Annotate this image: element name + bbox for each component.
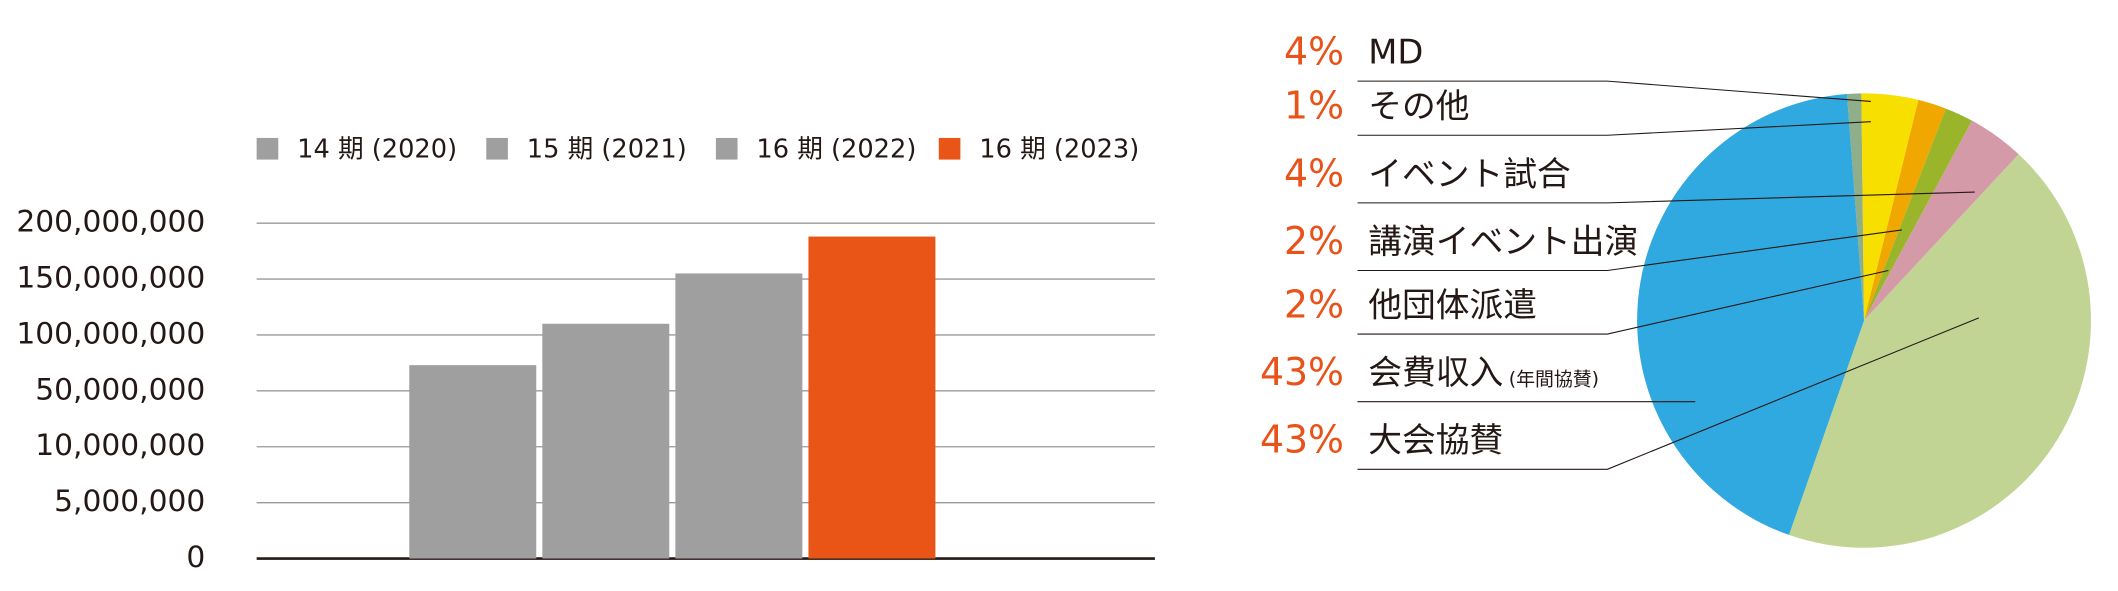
bar <box>808 236 936 559</box>
leader-line <box>1357 229 1902 272</box>
y-tick-label: 50,000,000 <box>35 372 205 407</box>
pie-slice <box>1846 93 1865 321</box>
y-tick-label: 100,000,000 <box>16 316 205 351</box>
pie-slice <box>1861 93 1919 321</box>
y-tick-label: 0 <box>186 540 205 575</box>
percent-label: 4% <box>1284 151 1344 195</box>
leader-line <box>1357 269 1889 335</box>
category-label: MD <box>1368 33 1423 72</box>
pie-slice <box>1788 154 2091 548</box>
legend-swatch <box>715 137 738 160</box>
legend-label: 16 期 (2022) <box>756 135 916 165</box>
pie-slice <box>1864 99 1946 321</box>
legend-label: 14 期 (2020) <box>297 135 457 165</box>
percent-label: 2% <box>1284 219 1344 263</box>
pie-slice <box>1864 108 1973 321</box>
leader-line <box>1357 80 1871 102</box>
category-label: 講演イベント出演 <box>1368 222 1638 261</box>
percent-label: 4% <box>1284 30 1344 74</box>
category-label: 他団体派遣 <box>1368 285 1537 324</box>
y-tick-label: 200,000,000 <box>16 205 205 240</box>
category-label: イベント試合 <box>1368 154 1570 193</box>
percent-label: 1% <box>1284 84 1344 128</box>
y-tick-label: 10,000,000 <box>35 428 205 463</box>
y-tick-label: 150,000,000 <box>16 261 205 296</box>
legend-label: 15 期 (2021) <box>527 135 687 165</box>
pie-slice <box>1637 93 1865 535</box>
category-note: (年間協賛) <box>1509 369 1599 391</box>
bar <box>675 273 803 559</box>
category-label: 大会協賛 <box>1368 421 1503 460</box>
y-tick-label: 5,000,000 <box>54 484 205 519</box>
legend-swatch <box>938 137 961 160</box>
percent-label: 43% <box>1260 418 1344 462</box>
leader-line <box>1357 121 1871 136</box>
category-label: 会費収入 <box>1368 353 1503 392</box>
bar <box>542 323 670 559</box>
percent-label: 43% <box>1260 350 1344 394</box>
leader-line <box>1357 317 1980 470</box>
bar <box>409 365 537 559</box>
pie-slice <box>1864 120 2019 321</box>
category-label: その他 <box>1368 87 1469 126</box>
legend-swatch <box>486 137 508 160</box>
percent-label: 2% <box>1284 282 1344 326</box>
legend-swatch <box>256 137 279 160</box>
legend-label: 16 期 (2023) <box>979 135 1139 165</box>
leader-line <box>1357 191 1975 204</box>
